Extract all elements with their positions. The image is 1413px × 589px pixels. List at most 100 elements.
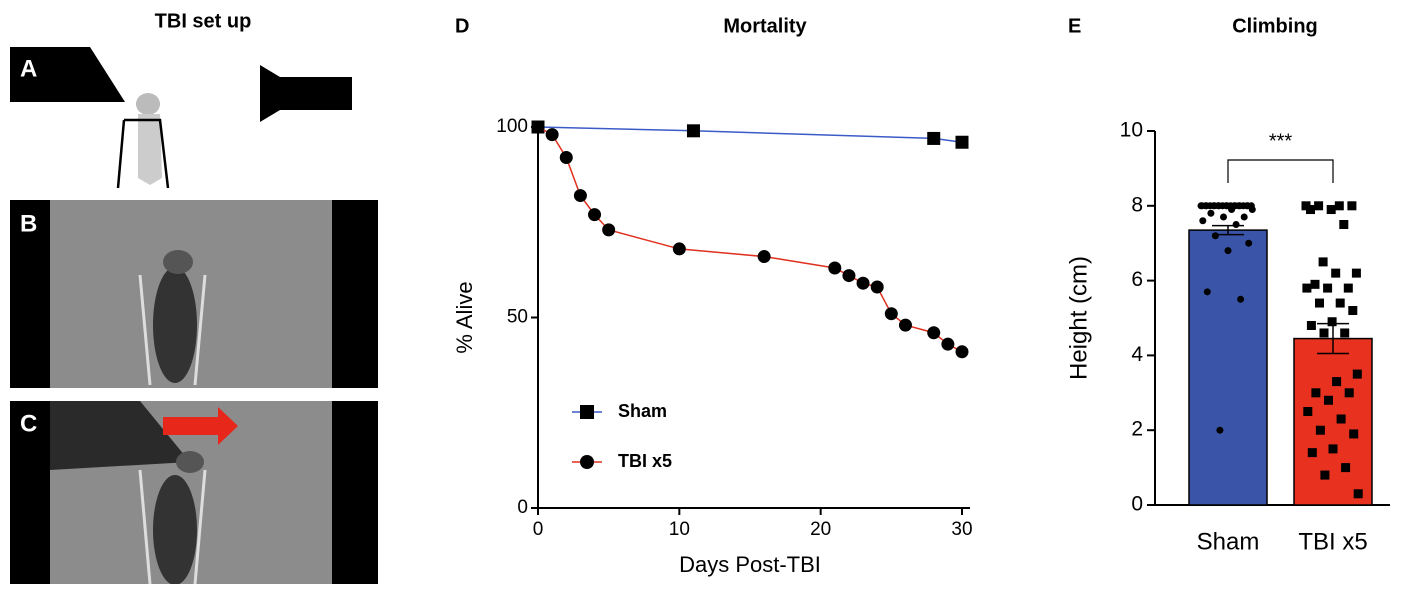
marker (602, 223, 616, 237)
data-point (1306, 320, 1316, 330)
y-tick-label: 4 (1131, 343, 1143, 366)
x-tick-label: 20 (810, 519, 831, 540)
x-tick-label: Sham (1197, 528, 1260, 555)
legend-label: Sham (618, 401, 667, 421)
data-point (1320, 470, 1330, 480)
data-point (1216, 426, 1224, 434)
marker (941, 337, 955, 351)
data-point (1302, 283, 1312, 293)
panel-letter: A (20, 55, 37, 82)
x-tick-label: 0 (533, 519, 544, 540)
y-tick-label: 6 (1131, 268, 1143, 291)
data-point (1232, 221, 1240, 228)
y-axis-label: % Alive (452, 281, 477, 353)
data-point (1202, 202, 1210, 210)
y-tick-label: 0 (517, 497, 528, 518)
x-tick-label: TBI x5 (1298, 528, 1367, 555)
data-point (1347, 201, 1357, 211)
data-point (1203, 288, 1211, 296)
chart-title: Climbing (1232, 15, 1318, 37)
data-point (1319, 328, 1329, 338)
marker (531, 120, 545, 134)
data-point (1348, 306, 1358, 316)
marker (955, 345, 969, 359)
legend-marker (580, 455, 594, 469)
x-tick-label: 10 (669, 519, 690, 540)
data-point (1326, 205, 1336, 215)
data-point (1306, 205, 1315, 215)
marker (559, 150, 573, 164)
data-point (1353, 489, 1363, 499)
marker (884, 307, 898, 321)
data-point (1334, 201, 1344, 211)
marker (573, 189, 587, 203)
data-point (1220, 213, 1227, 221)
data-point (1237, 295, 1245, 303)
y-tick-label: 0 (1131, 493, 1143, 516)
data-point (1303, 407, 1313, 416)
significance-bracket (1227, 159, 1334, 183)
panel-letter: C (20, 410, 37, 437)
significance-label: *** (1269, 130, 1293, 152)
data-point (1344, 388, 1354, 398)
marker (672, 242, 686, 256)
x-axis-label: Days Post-TBI (679, 552, 821, 577)
marker (955, 135, 969, 149)
data-point (1324, 395, 1333, 405)
photo-c (10, 401, 378, 585)
data-point (1224, 247, 1232, 255)
marker (828, 261, 842, 275)
data-point (1248, 206, 1256, 214)
data-point (1332, 377, 1342, 387)
data-point (1315, 425, 1325, 435)
marker (898, 318, 912, 332)
setup-diagram (10, 47, 352, 189)
y-tick-label: 2 (1131, 418, 1143, 441)
bar (1188, 229, 1268, 506)
data-point (1311, 388, 1321, 398)
data-point (1331, 268, 1341, 278)
data-point (1323, 283, 1333, 293)
data-point (1349, 429, 1359, 439)
data-point (1318, 257, 1328, 267)
y-tick-label: 10 (1120, 119, 1143, 142)
marker (870, 280, 884, 294)
setup-title: TBI set up (155, 10, 252, 32)
data-point (1327, 317, 1337, 327)
marker (545, 128, 559, 142)
data-point (1340, 328, 1350, 338)
y-tick-label: 100 (496, 116, 528, 137)
marker (856, 276, 870, 290)
panel-letter: E (1068, 15, 1081, 37)
legend-marker (580, 405, 594, 419)
chart-title: Mortality (723, 15, 807, 37)
data-point (1336, 414, 1346, 424)
y-axis-label: Height (cm) (1065, 256, 1092, 380)
bar (1293, 337, 1373, 506)
marker (686, 124, 700, 138)
series-line (537, 126, 963, 353)
data-point (1310, 279, 1320, 289)
x-tick-label: 30 (951, 519, 972, 540)
panel-letter: D (455, 15, 469, 37)
data-point (1315, 298, 1324, 308)
data-point (1207, 209, 1215, 217)
data-point (1328, 444, 1338, 454)
data-point (1307, 448, 1317, 458)
marker (927, 131, 941, 145)
marker (757, 250, 771, 264)
data-point (1335, 298, 1345, 308)
y-tick-label: 50 (507, 307, 528, 328)
data-point (1343, 283, 1353, 293)
data-point (1245, 239, 1253, 247)
panel-letter: B (20, 210, 37, 237)
data-point (1339, 220, 1349, 229)
data-point (1199, 217, 1207, 225)
data-point (1211, 232, 1219, 240)
data-point (1314, 201, 1324, 211)
data-point (1351, 268, 1361, 278)
y-tick-label: 8 (1131, 193, 1143, 216)
marker (927, 326, 941, 340)
marker (588, 208, 602, 222)
